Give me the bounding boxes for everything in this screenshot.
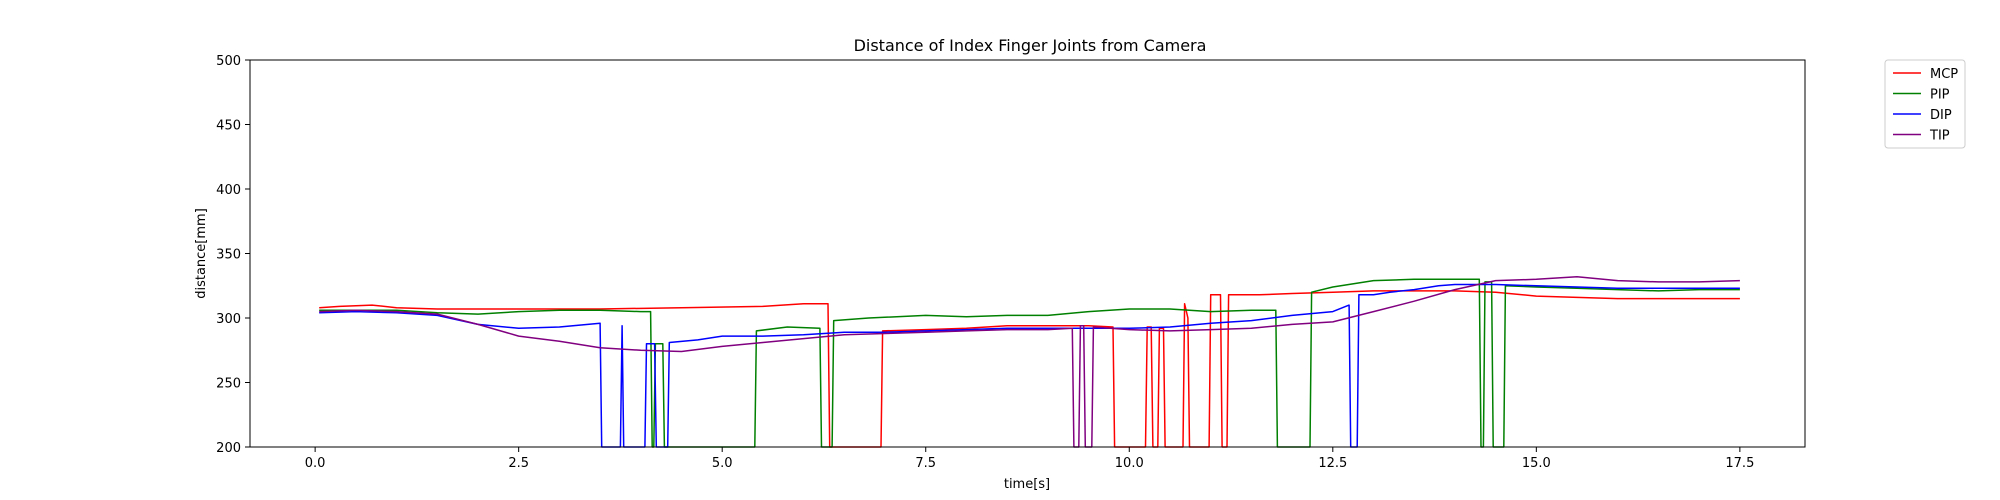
legend: MCP PIP DIP TIP: [1884, 59, 1966, 149]
x-axis-label: time[s]: [1004, 477, 1050, 492]
y-tick-label: 500: [216, 54, 241, 69]
chart-title: Distance of Index Finger Joints from Cam…: [854, 36, 1207, 55]
legend-label-mcp: MCP: [1930, 67, 1958, 82]
legend-label-tip: TIP: [1929, 129, 1950, 144]
x-tick-label: 7.5: [915, 456, 936, 471]
legend-label-pip: PIP: [1930, 88, 1950, 103]
y-axis-label: distance[mm]: [194, 208, 209, 299]
x-tick-label: 17.5: [1725, 456, 1754, 471]
y-tick-label: 200: [216, 441, 241, 456]
x-tick-label: 15.0: [1522, 456, 1551, 471]
y-tick-label: 400: [216, 183, 241, 198]
legend-box: [1884, 59, 1966, 149]
x-tick-label: 10.0: [1115, 456, 1144, 471]
y-tick-label: 300: [216, 312, 241, 327]
series-line-mcp: [319, 290, 1740, 448]
x-axis: 0.0 2.5 5.0 7.5 10.0 12.5 15.0 17.5: [305, 447, 1754, 471]
legend-label-dip: DIP: [1930, 108, 1952, 123]
plot-area-frame: [249, 59, 1806, 448]
x-tick-label: 0.0: [305, 456, 326, 471]
y-tick-label: 250: [216, 377, 241, 392]
series-line-tip: [319, 275, 1740, 448]
y-axis: 200 250 300 350 400 450 500: [216, 54, 250, 456]
x-tick-label: 2.5: [508, 456, 529, 471]
y-tick-label: 350: [216, 248, 241, 263]
x-tick-label: 12.5: [1318, 456, 1347, 471]
series-layer: [319, 275, 1740, 448]
series-line-pip: [319, 278, 1740, 448]
y-tick-label: 450: [216, 119, 241, 134]
x-tick-label: 5.0: [712, 456, 733, 471]
